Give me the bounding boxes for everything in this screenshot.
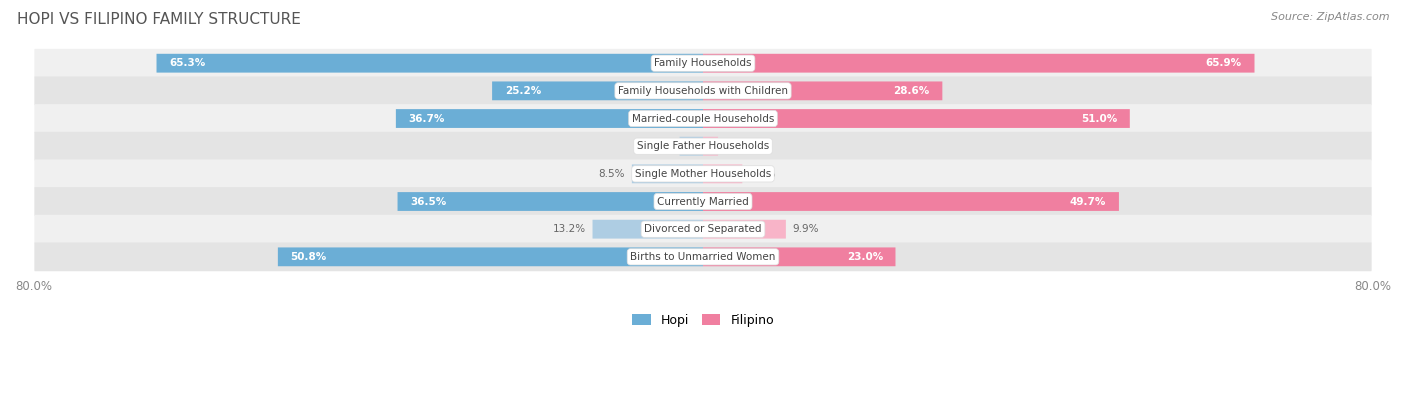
Text: 9.9%: 9.9% — [793, 224, 820, 234]
Text: 51.0%: 51.0% — [1081, 113, 1118, 124]
FancyBboxPatch shape — [34, 132, 1372, 161]
FancyBboxPatch shape — [703, 109, 1130, 128]
Text: Single Mother Households: Single Mother Households — [636, 169, 770, 179]
FancyBboxPatch shape — [34, 243, 1372, 271]
Text: 2.8%: 2.8% — [647, 141, 673, 151]
Text: 36.7%: 36.7% — [408, 113, 444, 124]
FancyBboxPatch shape — [34, 104, 1372, 133]
Text: Single Father Households: Single Father Households — [637, 141, 769, 151]
Text: 36.5%: 36.5% — [411, 197, 446, 207]
Text: Currently Married: Currently Married — [657, 197, 749, 207]
FancyBboxPatch shape — [398, 192, 703, 211]
FancyBboxPatch shape — [592, 220, 703, 239]
FancyBboxPatch shape — [278, 247, 703, 266]
FancyBboxPatch shape — [492, 81, 703, 100]
FancyBboxPatch shape — [703, 247, 896, 266]
FancyBboxPatch shape — [703, 164, 742, 183]
FancyBboxPatch shape — [34, 160, 1372, 188]
Text: 50.8%: 50.8% — [291, 252, 326, 262]
Text: Married-couple Households: Married-couple Households — [631, 113, 775, 124]
Text: Births to Unmarried Women: Births to Unmarried Women — [630, 252, 776, 262]
Text: 65.3%: 65.3% — [169, 58, 205, 68]
FancyBboxPatch shape — [396, 109, 703, 128]
FancyBboxPatch shape — [703, 192, 1119, 211]
FancyBboxPatch shape — [34, 187, 1372, 216]
Text: Divorced or Separated: Divorced or Separated — [644, 224, 762, 234]
Legend: Hopi, Filipino: Hopi, Filipino — [628, 310, 778, 331]
Text: Family Households with Children: Family Households with Children — [619, 86, 787, 96]
Text: 8.5%: 8.5% — [599, 169, 626, 179]
FancyBboxPatch shape — [703, 81, 942, 100]
FancyBboxPatch shape — [703, 54, 1254, 73]
FancyBboxPatch shape — [34, 215, 1372, 244]
FancyBboxPatch shape — [156, 54, 703, 73]
FancyBboxPatch shape — [703, 220, 786, 239]
Text: 13.2%: 13.2% — [553, 224, 586, 234]
FancyBboxPatch shape — [34, 77, 1372, 105]
Text: 25.2%: 25.2% — [505, 86, 541, 96]
FancyBboxPatch shape — [631, 164, 703, 183]
Text: 23.0%: 23.0% — [846, 252, 883, 262]
Text: Source: ZipAtlas.com: Source: ZipAtlas.com — [1271, 12, 1389, 22]
Text: HOPI VS FILIPINO FAMILY STRUCTURE: HOPI VS FILIPINO FAMILY STRUCTURE — [17, 12, 301, 27]
Text: Family Households: Family Households — [654, 58, 752, 68]
Text: 1.8%: 1.8% — [724, 141, 751, 151]
Text: 4.7%: 4.7% — [749, 169, 776, 179]
FancyBboxPatch shape — [679, 137, 703, 156]
FancyBboxPatch shape — [703, 137, 718, 156]
Text: 49.7%: 49.7% — [1070, 197, 1107, 207]
Text: 28.6%: 28.6% — [894, 86, 929, 96]
Text: 65.9%: 65.9% — [1206, 58, 1241, 68]
FancyBboxPatch shape — [34, 49, 1372, 77]
